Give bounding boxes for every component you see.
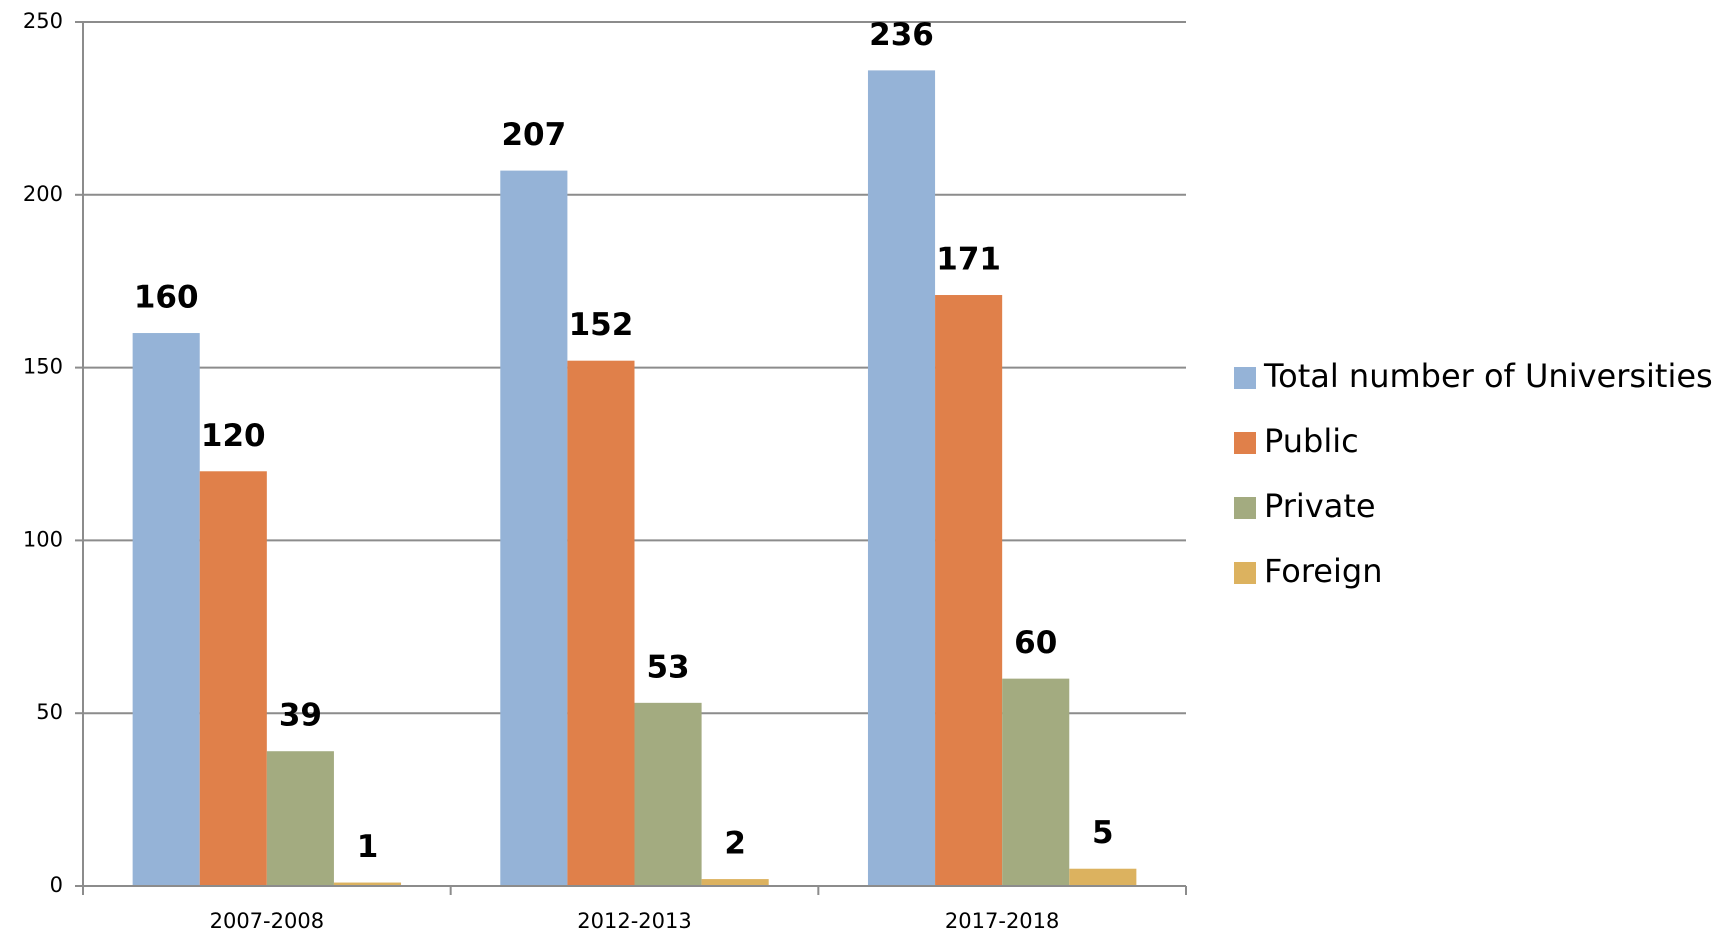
data-label: 60 [1014,625,1057,661]
bar [333,882,402,886]
y-tick-label: 50 [36,700,63,724]
legend-label: Total number of Universities [1263,357,1713,395]
legend-swatch [1234,497,1256,519]
data-label: 5 [1092,815,1114,851]
legend-label: Private [1264,487,1376,525]
x-tick-label: 2017-2018 [945,909,1059,933]
data-label: 39 [279,698,322,734]
data-label: 1 [357,829,379,865]
y-tick-label: 100 [23,527,63,551]
bar [567,360,635,886]
data-label: 236 [869,17,934,53]
bar [1069,868,1137,886]
y-tick-label: 0 [50,873,63,897]
data-label: 171 [936,242,1001,278]
bar [634,702,702,886]
bar [701,879,769,886]
y-tick-label: 250 [23,9,63,33]
data-label: 120 [201,418,266,454]
legend-swatch [1234,432,1256,454]
legend-swatch [1234,367,1256,389]
legend-swatch [1234,562,1256,584]
bar [867,70,936,886]
x-tick-label: 2007-2008 [210,909,324,933]
y-tick-label: 200 [23,182,63,206]
bar [935,295,1003,886]
bar [500,170,568,886]
x-tick-label: 2012-2013 [577,909,691,933]
bar [1002,678,1070,886]
legend-label: Foreign [1264,552,1382,590]
legend-label: Public [1264,422,1359,460]
bar [199,471,267,886]
data-label: 207 [501,117,566,153]
data-label: 53 [646,649,689,685]
bar [132,333,200,886]
data-label: 160 [134,280,199,316]
data-label: 152 [569,307,634,343]
data-label: 2 [724,826,746,862]
bar [266,751,334,886]
y-tick-label: 150 [23,355,63,379]
